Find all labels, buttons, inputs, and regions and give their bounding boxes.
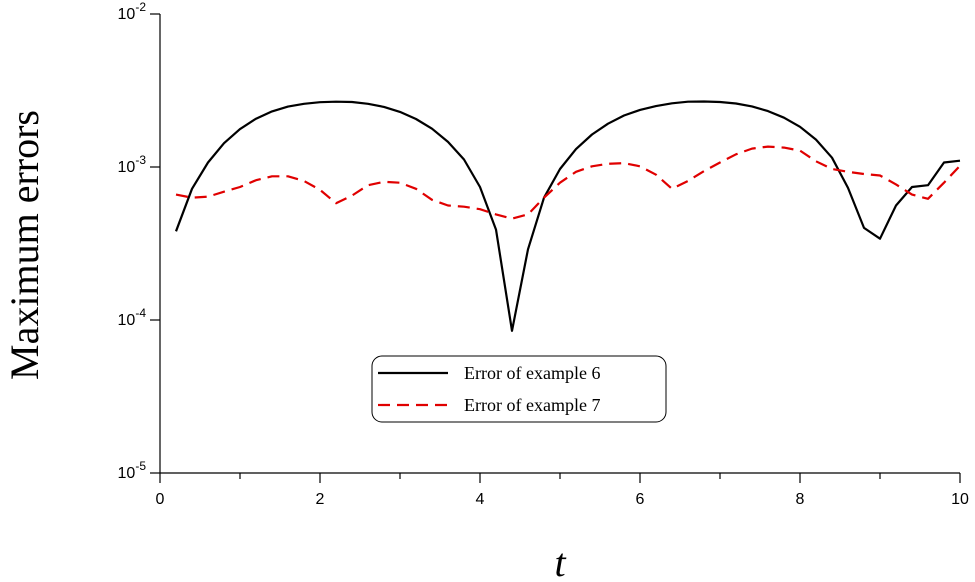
- series-layer: [174, 100, 961, 332]
- series-line-example-7: [175, 145, 961, 220]
- x-ticks: 0 2 4 6 8 10: [156, 473, 969, 508]
- x-tick-label: 2: [316, 491, 325, 508]
- y-tick-label: 10-5: [118, 459, 147, 482]
- y-ticks: 10-5 10-4 10-3 10-2: [118, 0, 160, 482]
- x-tick-label: 0: [156, 491, 165, 508]
- x-axis-label: t: [554, 540, 566, 582]
- x-tick-label: 6: [636, 491, 645, 508]
- series-line-example-6: [174, 100, 961, 332]
- legend-label-example-7: Error of example 7: [464, 395, 600, 415]
- x-tick-label: 10: [951, 491, 969, 508]
- legend: Error of example 6 Error of example 7: [371, 355, 667, 423]
- legend-label-example-6: Error of example 6: [464, 363, 600, 383]
- y-tick-label: 10-4: [118, 306, 147, 329]
- x-tick-label: 4: [476, 491, 485, 508]
- x-tick-label: 8: [796, 491, 805, 508]
- y-tick-label: 10-2: [118, 0, 147, 23]
- y-axis-label: Maximum errors: [2, 110, 47, 380]
- y-tick-label: 10-3: [118, 153, 147, 176]
